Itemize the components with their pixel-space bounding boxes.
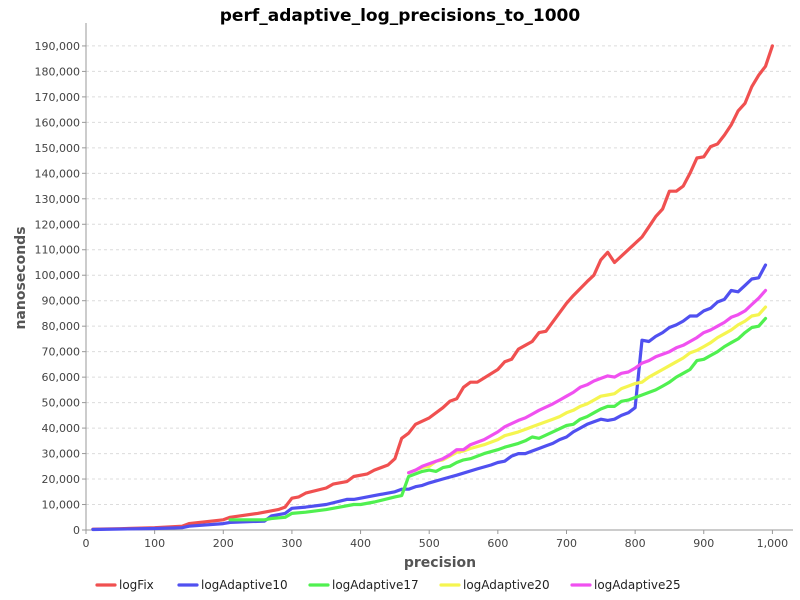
x-tick-label: 600 (487, 537, 508, 550)
y-axis-label: nanoseconds (13, 226, 29, 329)
legend-label: logAdaptive25 (594, 578, 681, 592)
series-lines (91, 44, 775, 532)
series-line-logfix (91, 44, 775, 531)
y-tick-label: 10,000 (42, 499, 81, 512)
y-tick-label: 80,000 (42, 320, 81, 333)
series-line-logadaptive10 (91, 263, 768, 532)
y-tick-label: 100,000 (35, 269, 81, 282)
x-tick-label: 700 (556, 537, 577, 550)
gridlines (86, 45, 793, 506)
y-axis-ticks: 0 10,000 20,000 30,000 40,000 50,000 60,000 70,… (35, 40, 86, 537)
chart-title: perf_adaptive_log_precisions_to_1000 (220, 6, 581, 26)
legend-item-logadaptive17: logAdaptive17 (308, 578, 419, 592)
y-tick-label: 160,000 (35, 116, 81, 129)
y-tick-label: 30,000 (42, 448, 81, 461)
y-tick-label: 130,000 (35, 193, 81, 206)
legend-item-logadaptive10: logAdaptive10 (177, 578, 288, 592)
legend-label: logAdaptive17 (332, 578, 419, 592)
y-tick-label: 20,000 (42, 473, 81, 486)
legend-label: logFix (119, 578, 154, 592)
legend-label: logAdaptive10 (201, 578, 288, 592)
y-tick-label: 190,000 (35, 40, 81, 53)
y-tick-label: 150,000 (35, 142, 81, 155)
y-tick-label: 60,000 (42, 371, 81, 384)
x-tick-label: 500 (419, 537, 440, 550)
legend-item-logadaptive25: logAdaptive25 (570, 578, 681, 592)
x-tick-label: 900 (693, 537, 714, 550)
x-tick-label: 300 (281, 537, 302, 550)
x-tick-label: 800 (625, 537, 646, 550)
y-tick-label: 110,000 (35, 244, 81, 257)
y-tick-label: 180,000 (35, 65, 81, 78)
series-line-logadaptive17 (228, 316, 768, 522)
x-tick-label: 0 (83, 537, 90, 550)
x-tick-label: 200 (213, 537, 234, 550)
y-tick-label: 120,000 (35, 218, 81, 231)
x-tick-label: 100 (144, 537, 165, 550)
x-axis-label: precision (404, 555, 476, 571)
series-line-logadaptive25 (407, 288, 768, 475)
y-tick-label: 90,000 (42, 295, 81, 308)
legend: logFix logAdaptive10 logAdaptive17 logAdapt… (95, 578, 681, 592)
y-tick-label: 40,000 (42, 422, 81, 435)
x-tick-label: 400 (350, 537, 371, 550)
axes (85, 23, 793, 531)
legend-item-logadaptive20: logAdaptive20 (439, 578, 550, 592)
x-tick-label: 1,000 (757, 537, 789, 550)
y-tick-label: 50,000 (42, 397, 81, 410)
y-tick-label: 170,000 (35, 91, 81, 104)
legend-label: logAdaptive20 (463, 578, 550, 592)
y-tick-label: 140,000 (35, 167, 81, 180)
x-axis-ticks: 0 100 200 300 400 500 600 700 800 900 1,000 (83, 530, 789, 550)
legend-item-logfix: logFix (95, 578, 154, 592)
y-tick-label: 70,000 (42, 346, 81, 359)
y-tick-label: 0 (73, 524, 80, 537)
